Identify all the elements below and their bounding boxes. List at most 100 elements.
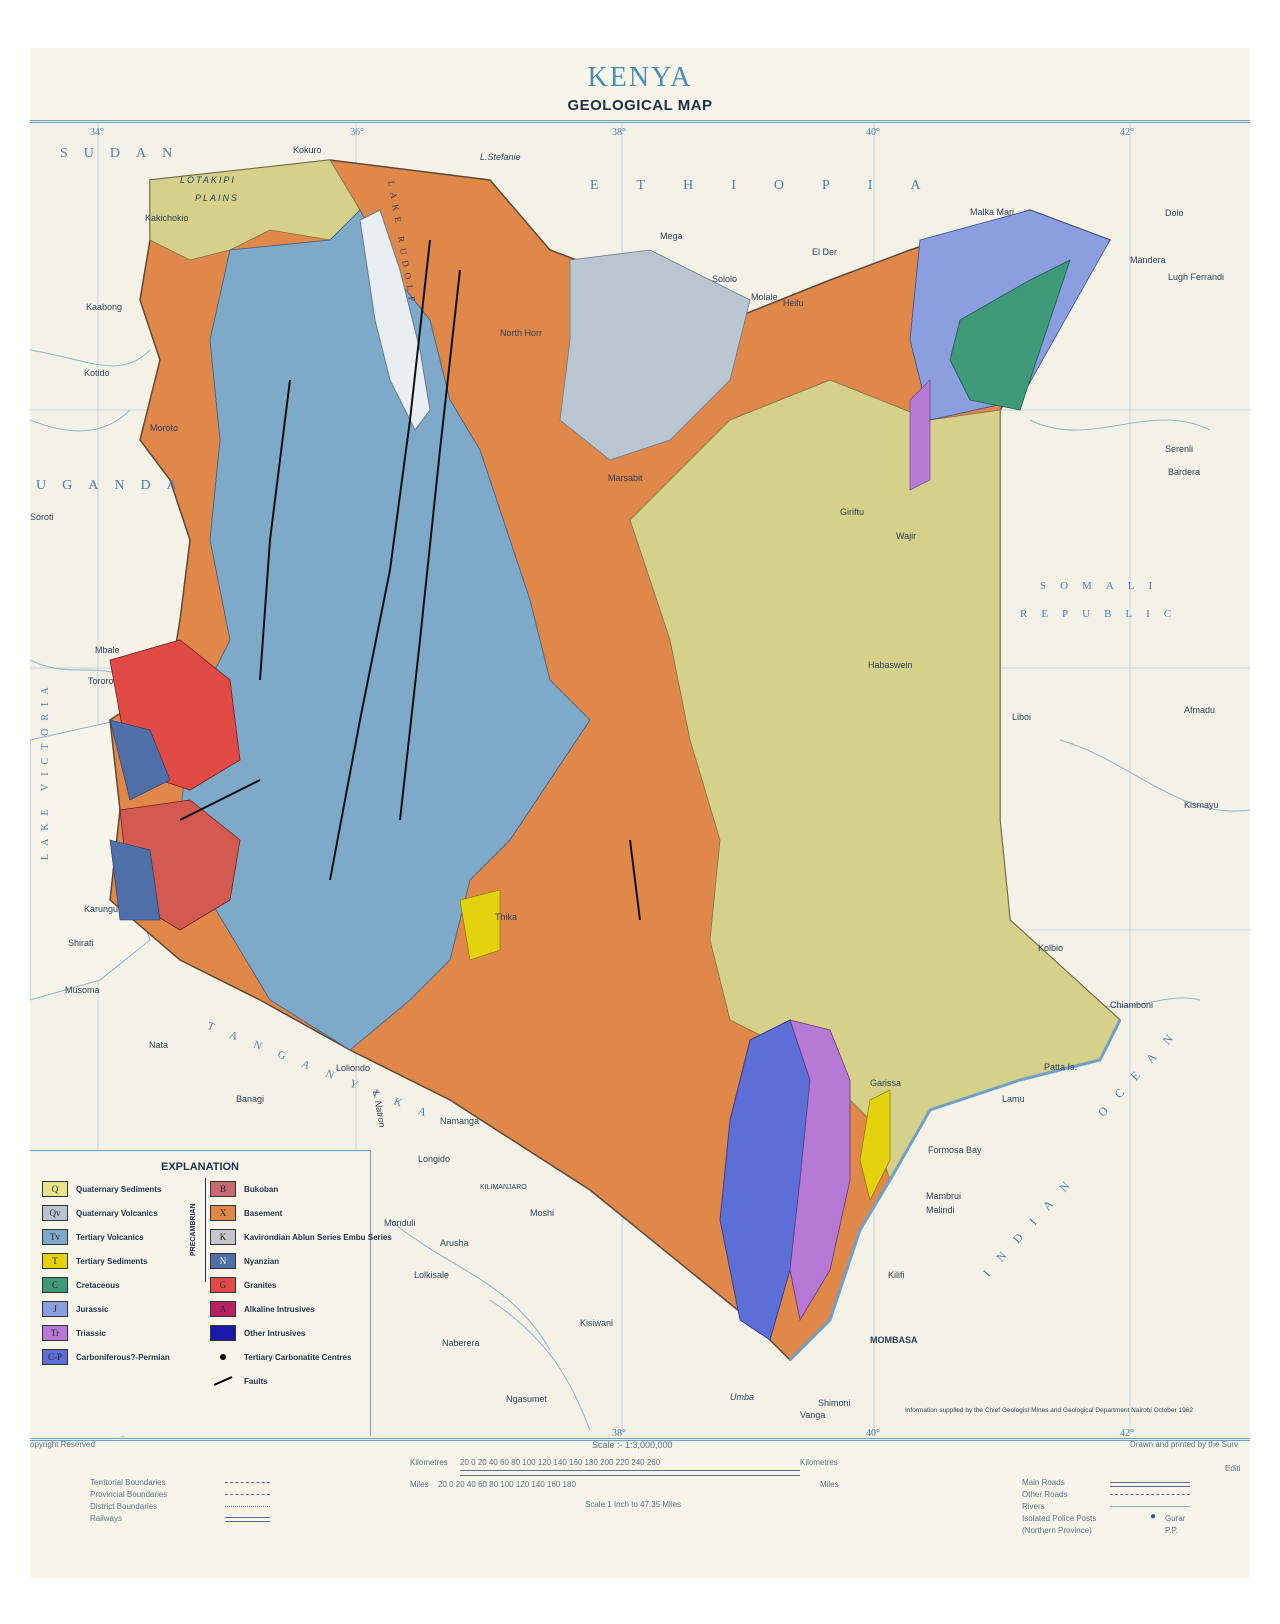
- legend-label: Tertiary Sediments: [76, 1256, 148, 1266]
- place-lugh-ferrandi: Lugh Ferrandi: [1168, 272, 1225, 282]
- legend-label: Granites: [244, 1280, 277, 1290]
- place-mbale: Mbale: [95, 645, 120, 655]
- geological-map-canvas[interactable]: [30, 120, 1250, 1435]
- place-serenli: Serenli: [1165, 444, 1194, 454]
- legend-label: Tertiary Carbonatite Centres: [244, 1352, 352, 1362]
- degree-40-top: 40°: [866, 127, 880, 138]
- place-monduli: Monduli: [384, 1218, 416, 1228]
- legend-precambrian-label: PRECAMBRIAN: [190, 1203, 197, 1257]
- boundary-territorial-symbol: [225, 1482, 270, 1483]
- place-kisiwani: Kisiwani: [580, 1318, 614, 1328]
- faults: [179, 239, 641, 921]
- legend-swatch: C: [42, 1277, 68, 1293]
- label-uganda: UGANDA: [36, 478, 193, 493]
- label-sudan: SUDAN: [60, 146, 189, 161]
- tertiary-sediments-inland: [459, 889, 501, 961]
- place-wajir: Wajir: [896, 531, 917, 541]
- degree-42-top: 42°: [1120, 127, 1134, 138]
- drawn-by: Drawn and printed by the Surv: [1130, 1440, 1239, 1449]
- legend-swatch: A: [210, 1301, 236, 1317]
- triassic-northeast: [909, 379, 931, 491]
- place-mombasa: MOMBASA: [870, 1335, 918, 1345]
- legend-item: T Tertiary Sediments: [42, 1252, 147, 1270]
- roads-rivers: Rivers: [1022, 1502, 1045, 1511]
- place-loliondo: Loliondo: [336, 1063, 371, 1073]
- place-lolkisale: Lolkisale: [414, 1270, 450, 1280]
- place-moiale: Moiale: [751, 292, 778, 302]
- label-lake-victoria: LAKE VICTORIA: [40, 679, 51, 860]
- place-kilimanjaro: KILIMANJARO: [480, 1184, 527, 1191]
- legend-item: B Bukoban: [210, 1180, 278, 1198]
- police-post-dot-icon: ●: [1150, 1511, 1157, 1522]
- degree-34-top: 34°: [90, 127, 104, 138]
- legend-item: Faults: [210, 1372, 268, 1390]
- place-malka-mari: Malka Mari: [970, 207, 1015, 217]
- place-giriftu: Giriftu: [840, 507, 865, 517]
- roads-northern-province: (Northern Province): [1022, 1526, 1092, 1535]
- legend-swatch: G: [210, 1277, 236, 1293]
- pp-label: P.P.: [1165, 1526, 1179, 1535]
- label-somali: SOMALI: [1040, 580, 1167, 592]
- place-soroti: Soroti: [30, 512, 54, 522]
- legend-panel: EXPLANATION: [30, 1150, 371, 1436]
- legend-label: Nyanzian: [244, 1256, 280, 1266]
- place-heilu: Heilu: [783, 298, 804, 308]
- legend-swatch: N: [210, 1253, 236, 1269]
- cretaceous-northeast: [949, 259, 1071, 411]
- legend-swatch: X: [210, 1205, 236, 1221]
- scale-km-label: Kilometres: [410, 1458, 448, 1467]
- place-l-stefanie: L.Stefanie: [480, 152, 521, 162]
- place-moroto: Moroto: [150, 423, 179, 433]
- place-ngasumet: Ngasumet: [506, 1394, 548, 1404]
- place-liboi: Liboi: [1012, 712, 1032, 722]
- coastline: [788, 1019, 1122, 1362]
- rivers-symbol: [1110, 1506, 1190, 1507]
- place-banagi: Banagi: [236, 1094, 265, 1104]
- map-title: KENYA: [587, 62, 693, 93]
- place-namanga: Namanga: [440, 1116, 480, 1126]
- legend-label: Cretaceous: [76, 1280, 120, 1290]
- map-subtitle: GEOLOGICAL MAP: [567, 97, 713, 114]
- place-thika: Thika: [495, 912, 518, 922]
- roads-police-posts: Isolated Police Posts: [1022, 1514, 1097, 1523]
- place-nata: Nata: [149, 1040, 169, 1050]
- legend-label: Basement: [244, 1208, 283, 1218]
- edition: Editi: [1225, 1464, 1241, 1473]
- place-kakichokio: Kakichokio: [145, 213, 189, 223]
- place-north-horr: North Horr: [500, 328, 543, 338]
- degree-42-bottom: 42°: [1120, 1428, 1134, 1439]
- copyright: opyright Reserved: [30, 1440, 95, 1449]
- label-republic: REPUBLIC: [1020, 608, 1186, 620]
- legend-swatch: Q: [42, 1181, 68, 1197]
- place-musoma: Musoma: [65, 985, 100, 995]
- legend-item: A Alkaline Intrusives: [210, 1300, 315, 1318]
- place-el-der: El Der: [812, 247, 838, 257]
- place-dolo: Dolo: [1165, 208, 1184, 218]
- place-umba: Umba: [730, 1392, 755, 1402]
- place-arusha: Arusha: [440, 1238, 469, 1248]
- boundary-territorial: Territorial Boundaries: [90, 1478, 166, 1487]
- quaternary-volcanics-marsabit: [559, 249, 751, 461]
- railways-symbol: [225, 1517, 270, 1522]
- legend-item: C Cretaceous: [42, 1276, 120, 1294]
- place-mandera: Mandera: [1130, 255, 1166, 265]
- legend-label: Other Intrusives: [244, 1328, 306, 1338]
- boundary-provincial-symbol: [225, 1494, 270, 1495]
- place-longido: Longido: [418, 1154, 451, 1164]
- legend-precambrian-bracket: [205, 1178, 206, 1282]
- nyanzian-southwest: [109, 839, 161, 921]
- legend-label: Bukoban: [244, 1184, 279, 1194]
- map-credit: Information supplied by the Chief Geolog…: [905, 1407, 1193, 1414]
- place-mega: Mega: [660, 231, 683, 241]
- legend-label: Carboniferous?-Permian: [76, 1352, 170, 1362]
- legend-item: Tertiary Carbonatite Centres: [210, 1348, 351, 1366]
- legend-item: N Nyanzian: [210, 1252, 279, 1270]
- legend-swatch: [210, 1373, 236, 1389]
- boundary-district: District Boundaries: [90, 1502, 158, 1511]
- label-ethiopia: ETHIOPIA: [590, 178, 959, 193]
- scale-miles-label: Miles: [410, 1480, 429, 1489]
- place-plains: PLAINS: [195, 193, 240, 203]
- scale-km-label-right: Kilometres: [800, 1458, 838, 1467]
- legend-swatch: J: [42, 1301, 68, 1317]
- legend-label: Tertiary Volcanics: [76, 1232, 144, 1242]
